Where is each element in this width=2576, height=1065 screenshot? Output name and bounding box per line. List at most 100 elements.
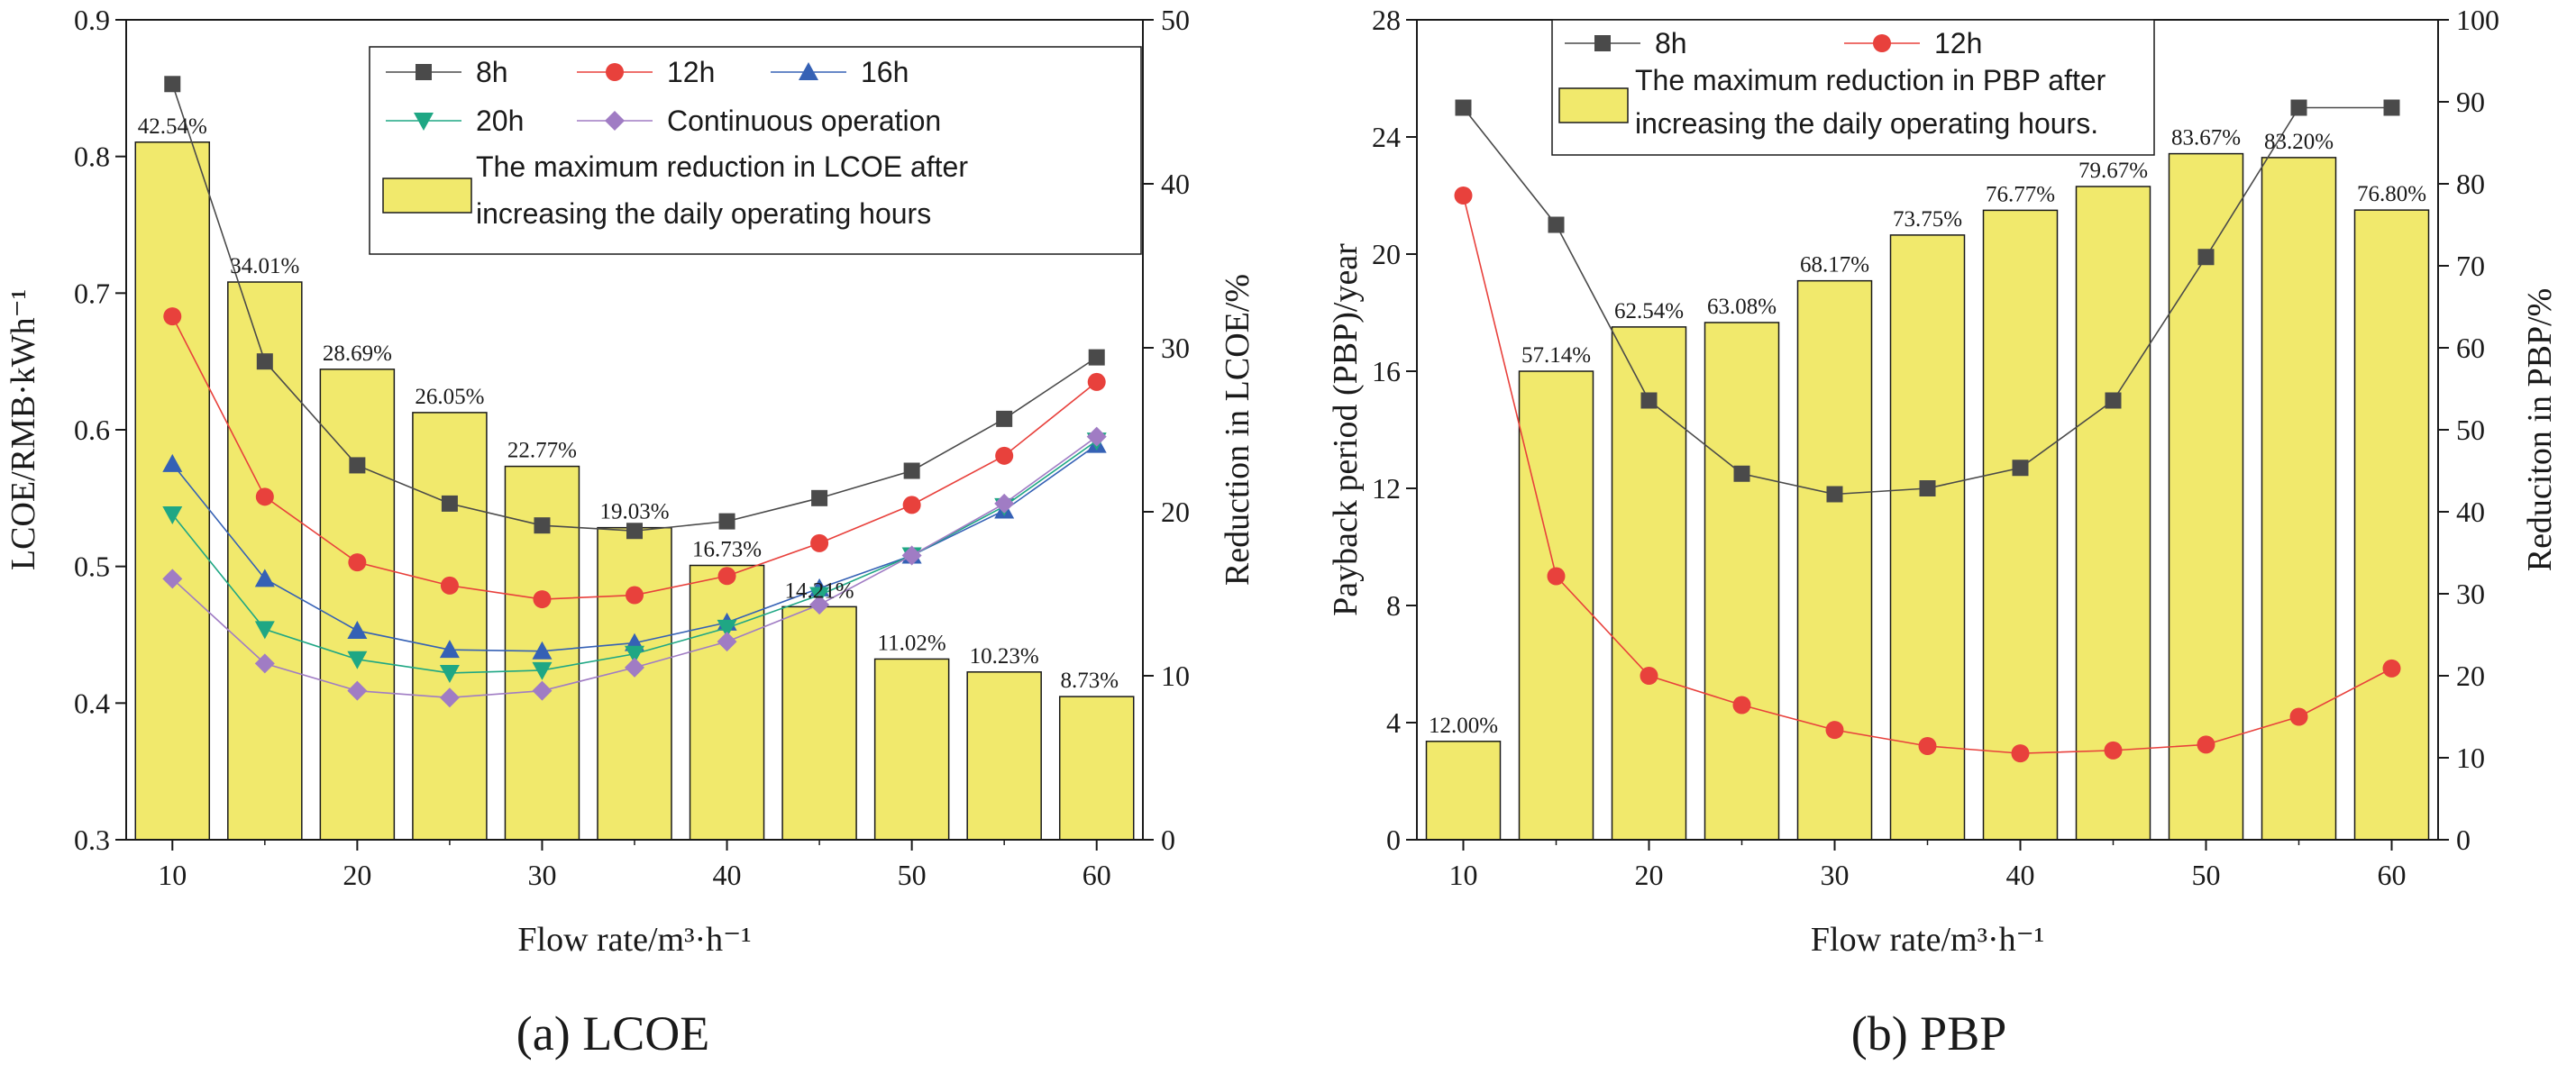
lcoe-legend-marker bbox=[414, 113, 434, 131]
lcoe-y-tick-label: 0.3 bbox=[74, 824, 110, 856]
lcoe-series-point bbox=[349, 457, 366, 474]
lcoe-bar bbox=[227, 281, 303, 841]
pbp-bar bbox=[1611, 326, 1687, 841]
lcoe-bar bbox=[134, 141, 211, 841]
pbp-series-point bbox=[1825, 721, 1844, 740]
lcoe-bar bbox=[873, 658, 950, 841]
pbp-bar-label: 73.75% bbox=[1893, 207, 1962, 232]
lcoe-series-point bbox=[717, 567, 736, 586]
pbp-y-tick-label: 28 bbox=[1372, 4, 1401, 36]
lcoe-legend-items: 8h 12h 16h 20h Continuous operation bbox=[386, 56, 941, 137]
lcoe-series-point bbox=[254, 621, 275, 640]
pbp-bar-label: 68.17% bbox=[1800, 253, 1869, 278]
pbp-axes: 10 20 30 40 50 60 0 4 8 12 16 20 24 28 0 10 20 30 40 50 60 70… bbox=[1372, 4, 2499, 891]
pbp-legend-label: 12h bbox=[1934, 27, 1982, 59]
lcoe-y2-axis-label: Reduction in LCOE/% bbox=[1219, 274, 1256, 586]
lcoe-series-point bbox=[533, 590, 552, 609]
pbp-bar bbox=[1796, 279, 1873, 841]
pbp-bar bbox=[1518, 370, 1594, 841]
pbp-y2-axis-label: Reduciton in PBP/% bbox=[2521, 288, 2559, 572]
pbp-series-point bbox=[2383, 99, 2400, 116]
pbp-legend: 8h 12h The maximum reduction in PBP after… bbox=[1551, 19, 2155, 156]
pbp-y2-tick-label: 60 bbox=[2456, 332, 2485, 364]
pbp-bar-label: 76.80% bbox=[2357, 182, 2426, 206]
lcoe-y2-tick-label: 40 bbox=[1161, 168, 1190, 200]
pbp-series-point bbox=[1826, 486, 1843, 503]
lcoe-axes: 10 20 30 40 50 60 0.3 0.4 0.5 0.6 0.7 0.8 0.9 0 10 20 30… bbox=[74, 4, 1190, 891]
lcoe-bar-label: 28.69% bbox=[323, 341, 392, 366]
lcoe-bar-label: 8.73% bbox=[1060, 669, 1119, 693]
pbp-legend-marker bbox=[1594, 35, 1611, 51]
lcoe-series-point bbox=[255, 487, 274, 506]
pbp-series-point bbox=[2011, 744, 2030, 763]
lcoe-legend-box bbox=[369, 46, 1142, 255]
pbp-y-tick-label: 8 bbox=[1386, 589, 1401, 622]
pbp-y-tick-label: 16 bbox=[1372, 355, 1401, 387]
lcoe-series-point bbox=[532, 661, 553, 680]
pbp-bar-labels: 12.00% 57.14% 62.54% 63.08% 68.17% 73.75% 76.7… bbox=[1429, 126, 2426, 738]
lcoe-y-axis-label: LCOE/RMB·kWh⁻¹ bbox=[5, 289, 42, 570]
pbp-legend-marker bbox=[1873, 34, 1891, 52]
lcoe-series-point bbox=[439, 640, 460, 659]
pbp-x-tick-label: 40 bbox=[2006, 859, 2035, 891]
pbp-bar-label: 63.08% bbox=[1707, 295, 1777, 319]
lcoe-series-point bbox=[254, 569, 275, 587]
pbp-y2-tick-label: 10 bbox=[2456, 742, 2485, 774]
lcoe-legend-label: 8h bbox=[476, 56, 508, 88]
pbp-legend-label: 8h bbox=[1655, 27, 1687, 59]
lcoe-series-point bbox=[626, 523, 643, 540]
lcoe-series-point bbox=[163, 307, 182, 326]
pbp-x-tick-label: 30 bbox=[1821, 859, 1850, 891]
lcoe-y-tick-label: 0.7 bbox=[74, 277, 110, 309]
lcoe-series-point bbox=[810, 533, 829, 552]
pbp-series-point bbox=[1640, 392, 1658, 409]
lcoe-series-point bbox=[347, 620, 368, 639]
pbp-y-tick-label: 12 bbox=[1372, 472, 1401, 505]
lcoe-x-tick-label: 40 bbox=[713, 859, 742, 891]
pbp-bar bbox=[2075, 186, 2151, 841]
lcoe-x-tick-label: 20 bbox=[343, 859, 371, 891]
lcoe-bar bbox=[412, 412, 488, 841]
pbp-y2-tick-label: 100 bbox=[2456, 4, 2499, 36]
pbp-x-tick-label: 60 bbox=[2378, 859, 2407, 891]
pbp-y2-tick-label: 80 bbox=[2456, 168, 2485, 200]
lcoe-series-point bbox=[439, 664, 460, 683]
pbp-series bbox=[1454, 99, 2401, 763]
pbp-caption: (b) PBP bbox=[1851, 1006, 2007, 1060]
pbp-bar-label: 83.20% bbox=[2264, 130, 2334, 154]
pbp-series-point bbox=[2289, 707, 2308, 726]
pbp-legend-items: 8h 12h bbox=[1565, 27, 1982, 59]
pbp-y2-tick-label: 30 bbox=[2456, 578, 2485, 610]
pbp-series-point bbox=[2104, 741, 2123, 760]
panel-lcoe: 42.54% 34.01% 28.69% 26.05% 22.77% 19.03% 16.7… bbox=[5, 4, 1256, 1060]
pbp-series-point bbox=[2382, 659, 2401, 678]
lcoe-bar-label: 26.05% bbox=[415, 385, 484, 409]
lcoe-series-point bbox=[717, 632, 737, 652]
pbp-series-point bbox=[1640, 667, 1658, 685]
lcoe-bar-label: 19.03% bbox=[599, 500, 669, 524]
lcoe-y2-tick-label: 10 bbox=[1161, 660, 1190, 692]
lcoe-y-tick-label: 0.8 bbox=[74, 141, 110, 173]
lcoe-series-point bbox=[254, 653, 275, 674]
pbp-y-tick-label: 0 bbox=[1386, 824, 1401, 856]
lcoe-legend-bar-label-line2: increasing the daily operating hours bbox=[476, 197, 931, 230]
lcoe-x-axis-label: Flow rate/m³·h⁻¹ bbox=[517, 921, 751, 959]
pbp-legend-box bbox=[1551, 19, 2155, 156]
lcoe-legend-marker bbox=[799, 62, 818, 80]
lcoe-y2-tick-label: 30 bbox=[1161, 332, 1190, 364]
pbp-series-point bbox=[1454, 187, 1473, 205]
pbp-bar bbox=[1704, 322, 1780, 841]
lcoe-series-point bbox=[164, 76, 181, 93]
lcoe-series-point bbox=[809, 595, 830, 615]
panel-pbp: 12.00% 57.14% 62.54% 63.08% 68.17% 73.75% 76.7… bbox=[1327, 4, 2559, 1060]
pbp-series-point bbox=[1918, 737, 1937, 755]
lcoe-x-tick-label: 50 bbox=[898, 859, 927, 891]
pbp-series-point bbox=[1732, 696, 1751, 715]
lcoe-legend-marker bbox=[605, 111, 625, 131]
pbp-bar bbox=[2353, 209, 2430, 841]
lcoe-legend-marker bbox=[606, 63, 624, 81]
lcoe-legend-label: 12h bbox=[667, 56, 715, 88]
pbp-y2-tick-label: 0 bbox=[2456, 824, 2471, 856]
lcoe-y2-tick-label: 0 bbox=[1161, 824, 1175, 856]
pbp-x-tick-label: 50 bbox=[2192, 859, 2221, 891]
